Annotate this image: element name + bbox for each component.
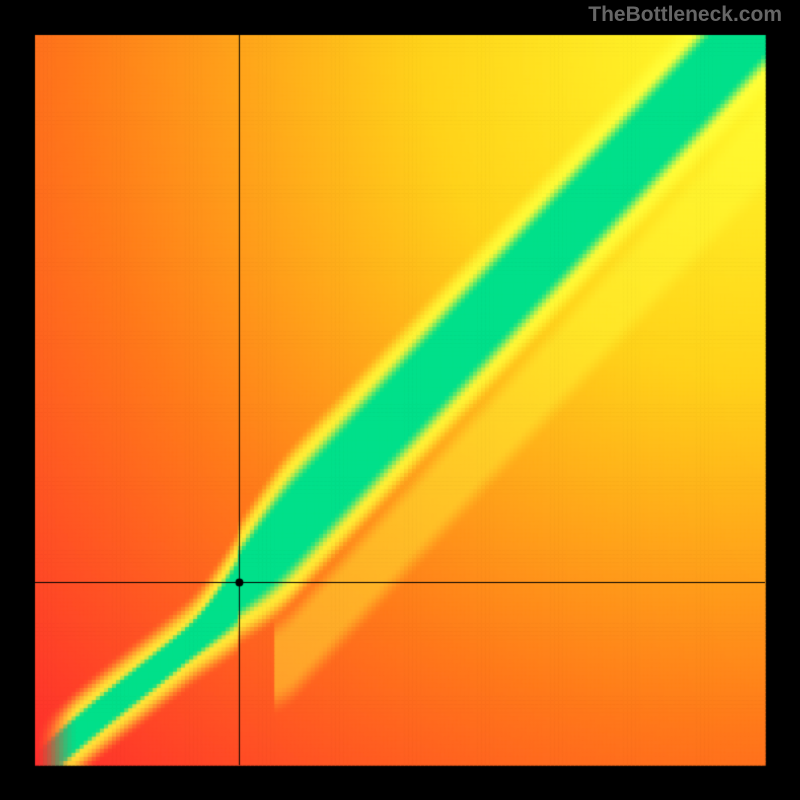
chart-container: TheBottleneck.com — [0, 0, 800, 800]
bottleneck-heatmap — [0, 0, 800, 800]
